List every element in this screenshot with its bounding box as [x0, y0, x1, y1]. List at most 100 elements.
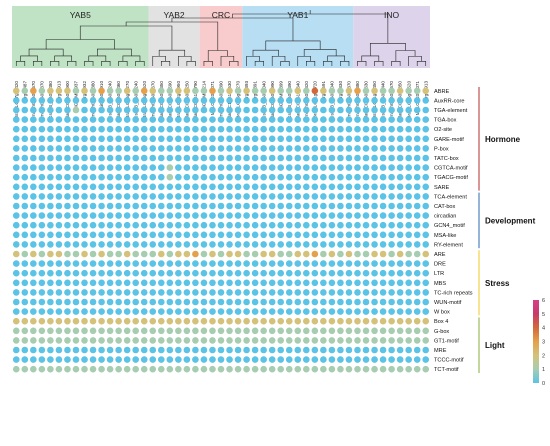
heatmap-cell [337, 183, 344, 191]
heatmap-cell [115, 145, 122, 152]
heatmap-cell [320, 250, 327, 258]
heatmap-cell [106, 193, 114, 200]
heatmap-cell [328, 250, 336, 258]
heatmap-cell [217, 164, 225, 171]
heatmap-cell [21, 125, 29, 133]
heatmap-cell [405, 289, 412, 296]
heatmap-cell [320, 317, 327, 325]
heatmap-cell [260, 269, 267, 277]
heatmap-cell [328, 193, 336, 200]
heatmap-cell [106, 154, 114, 162]
heatmap-cell [209, 250, 216, 258]
heatmap-cell [175, 298, 182, 306]
heatmap-cell [72, 356, 80, 363]
heatmap-cell [260, 279, 267, 287]
heatmap-cell [132, 87, 139, 95]
heatmap-cell [55, 337, 63, 344]
heatmap-cell [388, 135, 395, 143]
heatmap-cell [277, 317, 285, 325]
heatmap-cell [30, 260, 37, 267]
heatmap-cell [55, 125, 63, 133]
heatmap-cell [337, 221, 344, 229]
heatmap-cell [379, 241, 387, 248]
heatmap-cell [337, 125, 344, 133]
heatmap-cell [388, 202, 395, 210]
heatmap-cell [38, 289, 46, 296]
heatmap-cell [47, 106, 54, 114]
heatmap-cell [81, 356, 88, 363]
heatmap-cell [328, 212, 336, 219]
heatmap-cell [217, 269, 225, 277]
heatmap-cell [209, 87, 216, 95]
heatmap-cell [337, 365, 344, 373]
heatmap-cell [303, 308, 310, 315]
heatmap-cell [320, 135, 327, 143]
heatmap-cell [55, 97, 63, 104]
heatmap-cell [149, 125, 157, 133]
heatmap-cell [166, 135, 174, 143]
heatmap-cell [234, 154, 242, 162]
heatmap-cell [294, 337, 302, 344]
heatmap-cell [166, 346, 174, 354]
heatmap-cell [140, 106, 148, 114]
heatmap-cell [234, 298, 242, 306]
heatmap-cell [115, 164, 122, 171]
heatmap-cell [115, 173, 122, 181]
heatmap-cell [38, 356, 46, 363]
heatmap-cell [183, 125, 191, 133]
heatmap-cell [132, 327, 139, 335]
heatmap-cell [55, 356, 63, 363]
legend-tick-label: 3 [542, 340, 545, 346]
heatmap-cell [166, 337, 174, 344]
heatmap-cell [345, 289, 353, 296]
heatmap-cell [294, 241, 302, 248]
heatmap-cells [12, 87, 430, 373]
heatmap-cell [405, 173, 412, 181]
row-label: ABRE [434, 89, 450, 95]
heatmap-cell [72, 317, 80, 325]
heatmap-cell [345, 87, 353, 95]
heatmap-cell [328, 145, 336, 152]
heatmap-cell [371, 317, 378, 325]
heatmap-cell [21, 279, 29, 287]
heatmap-cell [200, 346, 208, 354]
heatmap-cell [422, 212, 430, 219]
heatmap-cell [140, 212, 148, 219]
heatmap-cell [396, 212, 404, 219]
heatmap-cell [132, 125, 139, 133]
heatmap-cell [115, 279, 122, 287]
heatmap-cell [285, 106, 293, 114]
heatmap-cell [371, 221, 378, 229]
heatmap-cell [106, 145, 114, 152]
heatmap-cell [55, 183, 63, 191]
heatmap-cell [268, 183, 276, 191]
heatmap-cell [260, 212, 267, 219]
heatmap-cell [260, 97, 267, 104]
heatmap-cell [123, 125, 131, 133]
heatmap-cell [200, 308, 208, 315]
heatmap-cell [388, 337, 395, 344]
heatmap-cell [268, 231, 276, 239]
heatmap-cell [64, 289, 71, 296]
heatmap-cell [149, 346, 157, 354]
heatmap-cell [55, 346, 63, 354]
heatmap-cell [371, 183, 378, 191]
row-label: TCCC-motif [434, 358, 464, 364]
heatmap-cell [98, 193, 105, 200]
heatmap-cell [149, 289, 157, 296]
heatmap-cell [30, 346, 37, 354]
heatmap-cell [12, 183, 20, 191]
heatmap-cell [243, 279, 250, 287]
heatmap-cell [47, 346, 54, 354]
heatmap-cell [166, 289, 174, 296]
heatmap-cell [98, 337, 105, 344]
heatmap-cell [285, 298, 293, 306]
heatmap-cell [268, 125, 276, 133]
heatmap-cell [149, 116, 157, 123]
heatmap-cell [260, 221, 267, 229]
heatmap-cell [12, 356, 20, 363]
heatmap-cell [234, 173, 242, 181]
heatmap-cell [209, 125, 216, 133]
heatmap-cell [175, 317, 182, 325]
heatmap-cell [303, 97, 310, 104]
